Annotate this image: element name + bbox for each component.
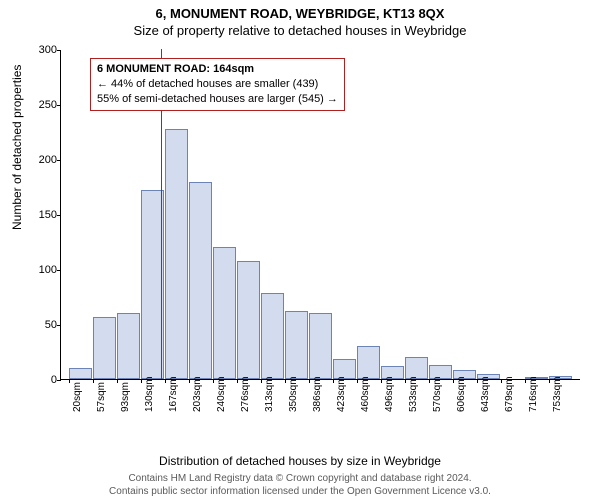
- histogram-bar: [285, 311, 308, 379]
- y-tick-mark: [57, 325, 61, 326]
- plot: 05010015020025030020sqm57sqm93sqm130sqm1…: [60, 50, 580, 380]
- y-tick-label: 0: [27, 374, 57, 386]
- histogram-bar: [357, 346, 380, 379]
- x-tick-mark: [381, 379, 382, 383]
- x-tick-label: 753sqm: [552, 376, 563, 412]
- x-tick-label: 240sqm: [216, 376, 227, 412]
- x-tick-mark: [261, 379, 262, 383]
- page-title: 6, MONUMENT ROAD, WEYBRIDGE, KT13 8QX: [0, 0, 600, 21]
- x-tick-label: 130sqm: [144, 376, 155, 412]
- x-tick-mark: [93, 379, 94, 383]
- page-subtitle: Size of property relative to detached ho…: [0, 21, 600, 38]
- x-tick-mark: [357, 379, 358, 383]
- x-tick-mark: [213, 379, 214, 383]
- x-tick-label: 716sqm: [528, 376, 539, 412]
- x-tick-mark: [333, 379, 334, 383]
- info-line1: 6 MONUMENT ROAD: 164sqm: [97, 62, 338, 77]
- y-tick-mark: [57, 380, 61, 381]
- chart-wrap: 05010015020025030020sqm57sqm93sqm130sqm1…: [60, 50, 580, 420]
- x-tick-mark: [477, 379, 478, 383]
- y-tick-mark: [57, 105, 61, 106]
- x-tick-mark: [141, 379, 142, 383]
- x-tick-label: 496sqm: [384, 376, 395, 412]
- histogram-bar: [237, 261, 260, 379]
- x-tick-mark: [69, 379, 70, 383]
- x-tick-label: 460sqm: [360, 376, 371, 412]
- x-tick-label: 203sqm: [192, 376, 203, 412]
- histogram-bar: [213, 247, 236, 379]
- histogram-bar: [165, 129, 188, 379]
- x-tick-label: 606sqm: [456, 376, 467, 412]
- x-tick-label: 276sqm: [240, 376, 251, 412]
- y-tick-label: 200: [27, 154, 57, 166]
- x-tick-label: 570sqm: [432, 376, 443, 412]
- y-tick-label: 250: [27, 99, 57, 111]
- y-tick-label: 50: [27, 319, 57, 331]
- x-tick-label: 20sqm: [72, 382, 83, 412]
- x-tick-label: 350sqm: [288, 376, 299, 412]
- y-tick-mark: [57, 215, 61, 216]
- x-axis-label: Distribution of detached houses by size …: [0, 454, 600, 468]
- y-tick-mark: [57, 50, 61, 51]
- info-box: 6 MONUMENT ROAD: 164sqm ← 44% of detache…: [90, 58, 345, 111]
- x-tick-mark: [525, 379, 526, 383]
- x-tick-mark: [501, 379, 502, 383]
- info-line2: ← 44% of detached houses are smaller (43…: [97, 77, 338, 92]
- y-tick-mark: [57, 270, 61, 271]
- y-tick-label: 150: [27, 209, 57, 221]
- x-tick-mark: [285, 379, 286, 383]
- histogram-bar: [189, 182, 212, 379]
- x-tick-mark: [309, 379, 310, 383]
- x-tick-label: 533sqm: [408, 376, 419, 412]
- x-tick-mark: [453, 379, 454, 383]
- histogram-bar: [261, 293, 284, 379]
- y-tick-mark: [57, 160, 61, 161]
- chart-container: 6, MONUMENT ROAD, WEYBRIDGE, KT13 8QX Si…: [0, 0, 600, 500]
- x-tick-label: 643sqm: [480, 376, 491, 412]
- histogram-bar: [93, 317, 116, 379]
- x-tick-label: 313sqm: [264, 376, 275, 412]
- footer-line2: Contains public sector information licen…: [0, 485, 600, 498]
- y-tick-label: 300: [27, 44, 57, 56]
- histogram-bar: [69, 368, 92, 379]
- histogram-bar: [309, 313, 332, 379]
- x-tick-mark: [429, 379, 430, 383]
- x-tick-label: 679sqm: [504, 376, 515, 412]
- x-tick-label: 423sqm: [336, 376, 347, 412]
- footer-line1: Contains HM Land Registry data © Crown c…: [0, 472, 600, 485]
- x-tick-mark: [165, 379, 166, 383]
- y-tick-label: 100: [27, 264, 57, 276]
- x-tick-label: 386sqm: [312, 376, 323, 412]
- x-tick-mark: [237, 379, 238, 383]
- x-tick-label: 167sqm: [168, 376, 179, 412]
- x-tick-mark: [405, 379, 406, 383]
- x-tick-label: 93sqm: [120, 382, 131, 412]
- y-axis-label: Number of detached properties: [10, 65, 24, 230]
- x-tick-label: 57sqm: [96, 382, 107, 412]
- footer: Contains HM Land Registry data © Crown c…: [0, 472, 600, 498]
- x-tick-mark: [117, 379, 118, 383]
- x-tick-mark: [189, 379, 190, 383]
- info-line3: 55% of semi-detached houses are larger (…: [97, 92, 338, 107]
- histogram-bar: [117, 313, 140, 379]
- x-tick-mark: [549, 379, 550, 383]
